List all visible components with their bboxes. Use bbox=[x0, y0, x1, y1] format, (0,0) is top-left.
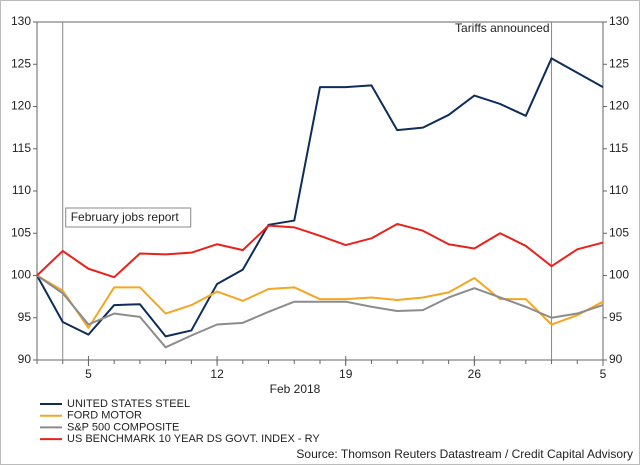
legend-label: UNITED STATES STEEL bbox=[67, 398, 190, 410]
series-line bbox=[36, 57, 604, 338]
y-tick-label: 95 bbox=[18, 310, 32, 324]
series-line bbox=[36, 274, 604, 329]
annotation: Tariffs announced bbox=[455, 21, 550, 35]
legend-label: FORD MOTOR bbox=[67, 410, 142, 422]
y-tick-label: 110 bbox=[12, 183, 31, 197]
x-tick-label: 5 bbox=[85, 367, 92, 381]
legend-label: US BENCHMARK 10 YEAR DS GOVT. INDEX - RY bbox=[67, 433, 320, 445]
annotation: February jobs report bbox=[71, 210, 180, 224]
series-line bbox=[36, 274, 604, 349]
y2-tick-label: 125 bbox=[609, 56, 629, 70]
y2-tick-label: 105 bbox=[609, 225, 629, 239]
x-axis-label: Feb 2018 bbox=[270, 382, 321, 396]
legend-label: S&P 500 COMPOSITE bbox=[67, 421, 179, 433]
y2-tick-label: 90 bbox=[609, 352, 623, 366]
x-tick-label: 5 bbox=[600, 367, 607, 381]
series-line bbox=[36, 222, 604, 279]
annotation-box bbox=[65, 207, 192, 228]
x-tick-label: 12 bbox=[210, 367, 224, 381]
y-tick-label: 100 bbox=[11, 268, 31, 282]
y2-tick-label: 95 bbox=[609, 310, 623, 324]
y-tick-label: 115 bbox=[12, 141, 31, 155]
y-tick-label: 125 bbox=[11, 56, 31, 70]
source: Source: Thomson Reuters Datastream / Cre… bbox=[296, 447, 633, 461]
x-tick-label: 26 bbox=[468, 367, 482, 381]
y2-tick-label: 115 bbox=[609, 141, 628, 155]
y-tick-label: 105 bbox=[11, 225, 31, 239]
y2-tick-label: 110 bbox=[609, 183, 628, 197]
y-tick-label: 120 bbox=[11, 99, 31, 113]
x-tick-label: 19 bbox=[339, 367, 353, 381]
y-tick-label: 130 bbox=[11, 14, 31, 28]
y-tick-label: 90 bbox=[18, 352, 32, 366]
y2-tick-label: 100 bbox=[609, 268, 629, 282]
y2-tick-label: 120 bbox=[609, 99, 629, 113]
y2-tick-label: 130 bbox=[609, 14, 629, 28]
